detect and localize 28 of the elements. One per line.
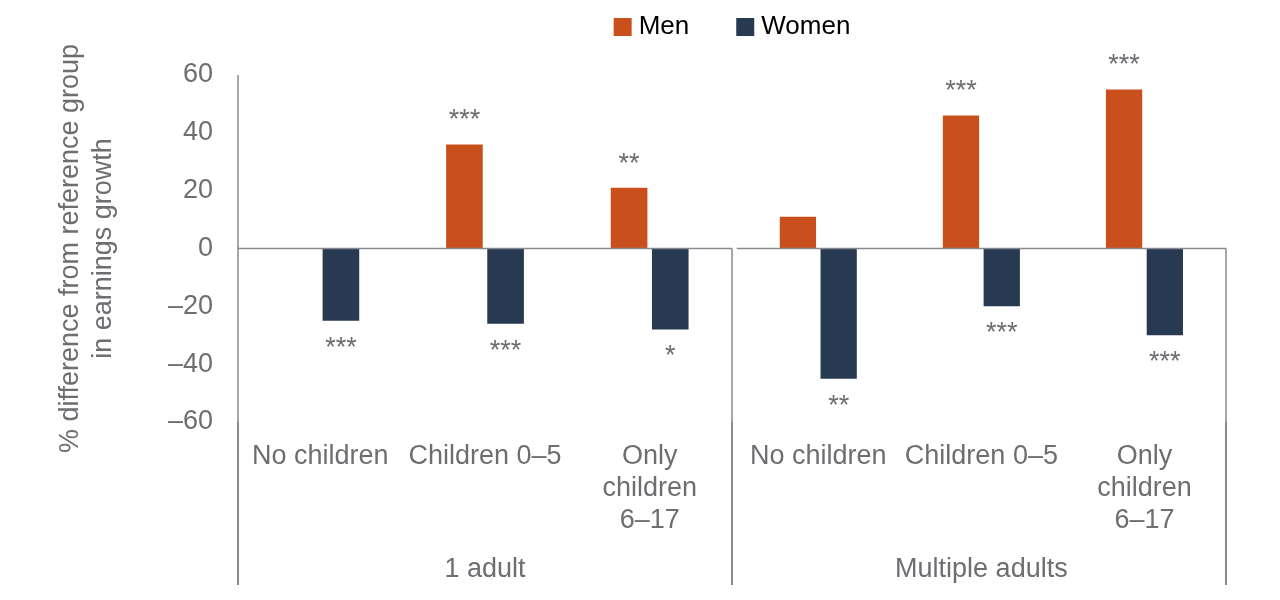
x-axis-title: Multiple adults — [895, 553, 1068, 584]
y-tick-label: –40 — [167, 347, 213, 378]
data-label: *** — [448, 104, 481, 135]
y-tick-label: –20 — [167, 289, 213, 320]
x-tick-label: No children — [252, 439, 389, 470]
y-tick-label: –60 — [167, 405, 213, 436]
legend-label: Men — [638, 10, 690, 41]
data-label: *** — [1108, 49, 1141, 80]
data-label: *** — [1149, 346, 1182, 377]
data-label: ** — [828, 389, 850, 420]
y-axis-title: % difference from reference group in earnings growth — [53, 43, 117, 454]
data-label: * — [664, 340, 676, 371]
x-tick-label: Children 0–5 — [904, 439, 1058, 470]
y-tick-label: 40 — [182, 116, 213, 147]
x-tick-label: Only children 6–17 — [602, 439, 697, 535]
x-tick-label: Children 0–5 — [408, 439, 562, 470]
data-label: *** — [489, 334, 522, 365]
legend-label: Women — [761, 10, 851, 41]
x-tick-label: Only children 6–17 — [1097, 439, 1192, 535]
data-label: *** — [945, 75, 978, 106]
y-tick-label: 60 — [182, 58, 213, 89]
data-label: *** — [985, 317, 1019, 348]
y-tick-label: 20 — [182, 174, 213, 205]
data-label: *** — [325, 331, 358, 362]
y-tick-label: 0 — [197, 231, 213, 262]
data-label: ** — [618, 147, 641, 178]
x-axis-title: 1 adult — [444, 553, 527, 584]
x-tick-label: No children — [750, 439, 887, 470]
